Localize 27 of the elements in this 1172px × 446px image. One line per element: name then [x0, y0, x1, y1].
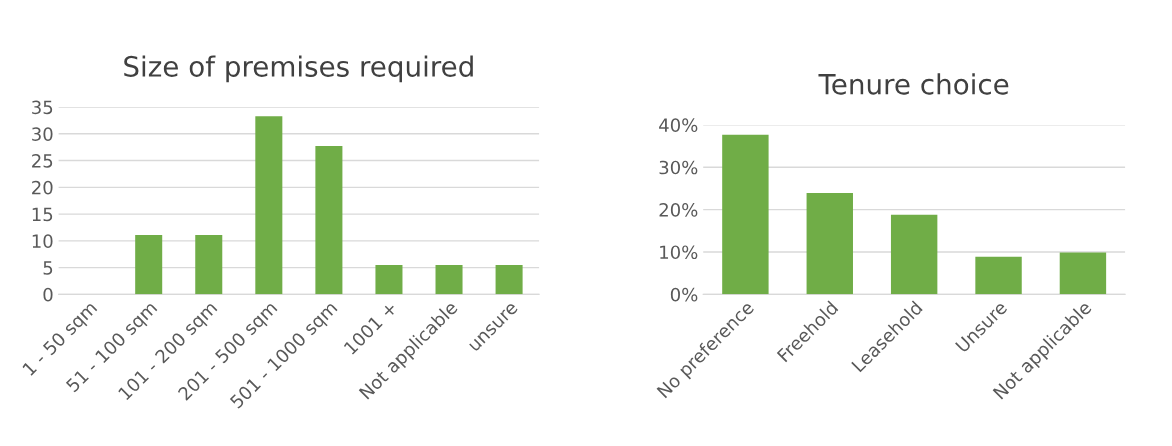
y-tick-label: 0 — [43, 287, 53, 302]
bar — [375, 264, 403, 295]
y-tick-label: 5 — [43, 261, 53, 275]
chart-title: Size of premises required — [124, 55, 473, 83]
bar — [135, 234, 163, 295]
y-tick-label: 35 — [32, 100, 53, 115]
y-tick-label: 20 — [32, 180, 53, 195]
bar — [890, 214, 938, 295]
y-tick-label: 10% — [660, 245, 698, 260]
bar — [806, 193, 853, 295]
y-tick-label: 40% — [659, 118, 698, 132]
bar — [975, 256, 1022, 295]
bar — [195, 234, 223, 295]
bar — [495, 264, 523, 295]
y-tick-label: 30% — [659, 160, 698, 175]
y-tick-label: 15 — [32, 207, 53, 222]
y-tick-label: 0% — [670, 287, 698, 302]
y-tick-label: 10 — [32, 234, 53, 248]
bar — [1059, 252, 1107, 295]
bar — [315, 146, 343, 295]
y-tick-label: 20% — [659, 203, 698, 217]
bar — [255, 116, 283, 295]
chart-title: Tenure choice — [818, 73, 1009, 95]
y-tick-label: 25 — [32, 154, 53, 168]
y-tick-label: 30 — [32, 127, 53, 141]
bar — [722, 134, 769, 295]
bar — [435, 264, 463, 295]
